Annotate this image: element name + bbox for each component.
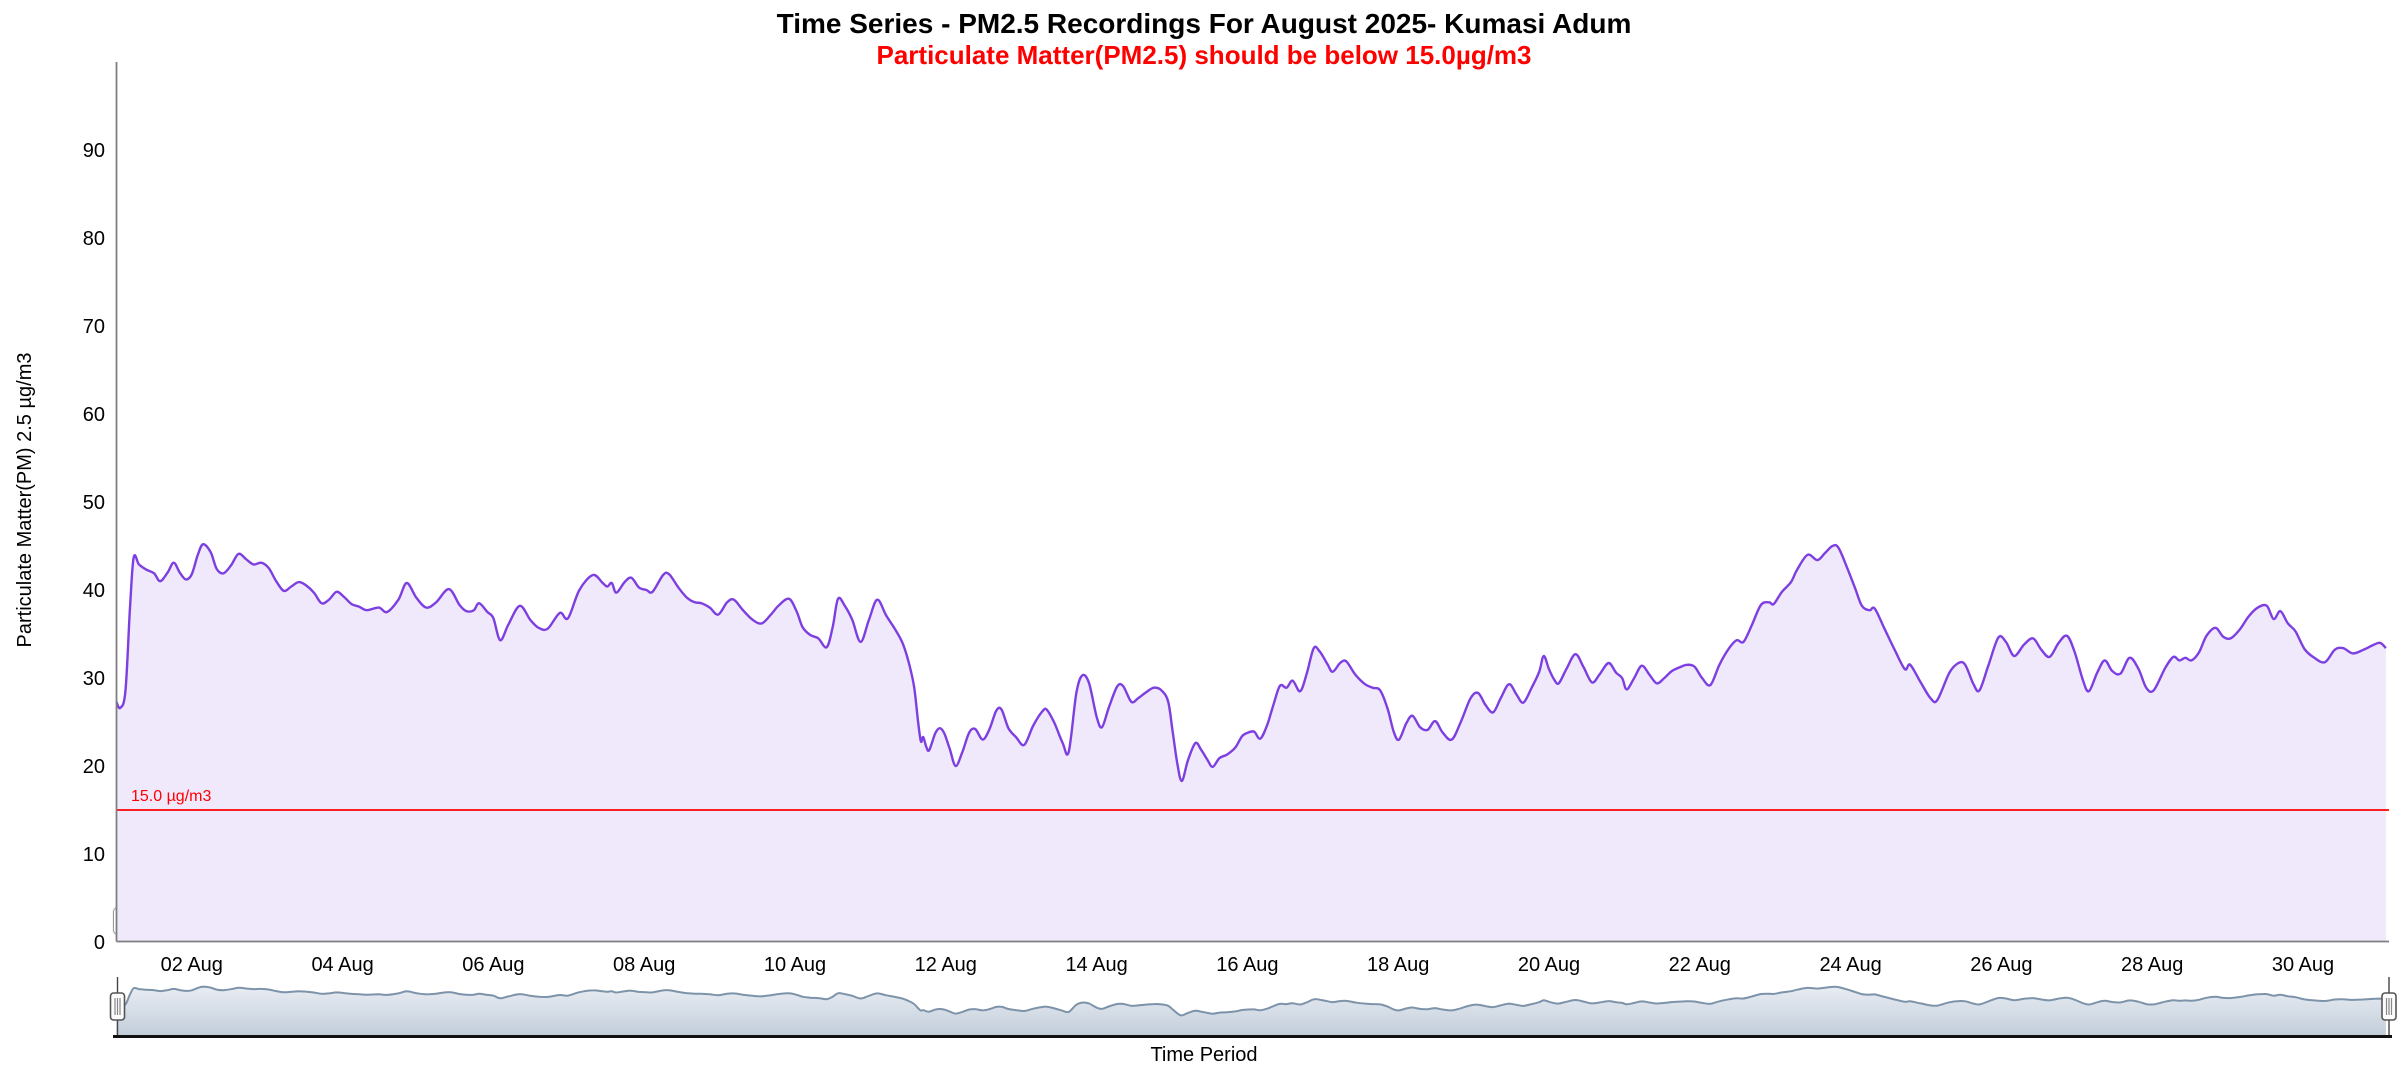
navigator-series-line <box>116 985 2387 1017</box>
main-plot-area: 15.0 µg/m3 0 10 20 30 40 50 60 70 80 90 02 Aug 04 … <box>83 62 2389 976</box>
x-tick-label: 12 Aug <box>915 954 977 976</box>
range-navigator[interactable] <box>109 977 2397 1038</box>
pm25-series-area <box>116 544 2386 942</box>
y-tick-label: 10 <box>83 844 105 866</box>
x-tick-label: 16 Aug <box>1216 954 1278 976</box>
y-tick-label: 50 <box>83 492 105 514</box>
x-tick-label: 04 Aug <box>311 954 373 976</box>
x-tick-label: 26 Aug <box>1970 954 2032 976</box>
y-axis-tick-labels: 0 10 20 30 40 50 60 70 80 90 <box>83 140 105 954</box>
x-tick-label: 10 Aug <box>764 954 826 976</box>
x-tick-label: 22 Aug <box>1669 954 1731 976</box>
x-tick-label: 30 Aug <box>2272 954 2334 976</box>
x-tick-label: 14 Aug <box>1065 954 1127 976</box>
navigator-series-area <box>116 986 2386 1036</box>
chart-subtitle: Particulate Matter(PM2.5) should be belo… <box>876 40 1532 70</box>
y-tick-label: 70 <box>83 316 105 338</box>
y-tick-label: 40 <box>83 580 105 602</box>
y-tick-label: 60 <box>83 404 105 426</box>
y-tick-label: 30 <box>83 668 105 690</box>
x-tick-label: 02 Aug <box>161 954 223 976</box>
navigator-handle-left[interactable] <box>109 977 126 1035</box>
y-tick-label: 20 <box>83 756 105 778</box>
x-tick-label: 28 Aug <box>2121 954 2183 976</box>
x-tick-label: 08 Aug <box>613 954 675 976</box>
chart-title: Time Series - PM2.5 Recordings For Augus… <box>776 8 1632 39</box>
x-axis-title: Time Period <box>1150 1044 1258 1066</box>
threshold-label: 15.0 µg/m3 <box>131 788 211 805</box>
y-tick-label: 90 <box>83 140 105 162</box>
y-tick-label: 80 <box>83 228 105 250</box>
y-tick-label: 0 <box>94 932 105 954</box>
x-tick-label: 20 Aug <box>1518 954 1580 976</box>
pm25-series-line <box>115 543 2387 783</box>
navigator-handle-right[interactable] <box>2381 977 2397 1035</box>
x-axis-tick-labels: 02 Aug 04 Aug 06 Aug 08 Aug 10 Aug 12 Aug 14 A… <box>161 954 2334 976</box>
x-tick-label: 24 Aug <box>1819 954 1881 976</box>
x-tick-label: 06 Aug <box>462 954 524 976</box>
x-tick-label: 18 Aug <box>1367 954 1429 976</box>
